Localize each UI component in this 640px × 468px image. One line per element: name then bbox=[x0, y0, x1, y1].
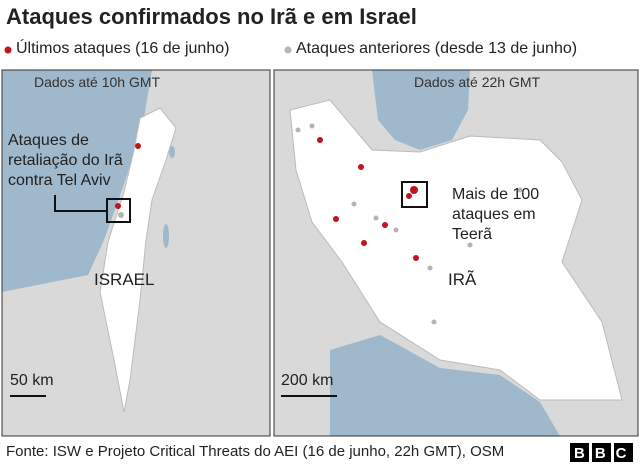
dead-sea bbox=[163, 224, 169, 248]
legend-label: Ataques anteriores (desde 13 de junho) bbox=[296, 40, 578, 57]
panel-border bbox=[1, 69, 271, 437]
logo-box bbox=[614, 443, 633, 462]
lake bbox=[169, 146, 175, 158]
panel-border bbox=[273, 69, 639, 437]
legend-label: Últimos ataques (16 de junho) bbox=[16, 40, 230, 57]
earlier-attack bbox=[393, 227, 399, 233]
highlight-box bbox=[401, 181, 428, 208]
earlier-attack bbox=[118, 212, 124, 218]
recent-attack bbox=[135, 143, 141, 149]
earlier-attack bbox=[427, 265, 433, 271]
logo: BBC bbox=[574, 445, 637, 462]
earlier-attack bbox=[309, 123, 315, 129]
earlier-attack bbox=[431, 319, 437, 325]
leader-line bbox=[54, 195, 107, 212]
caspian-sea bbox=[372, 70, 470, 150]
legend-dot bbox=[4, 46, 12, 54]
source: Fonte: ISW e Projeto Critical Threats do… bbox=[6, 443, 505, 460]
title: Ataques confirmados no Irã e em Israel bbox=[6, 4, 417, 29]
legend-dot bbox=[284, 46, 292, 54]
scale-label: 50 km bbox=[10, 372, 54, 389]
country-label: ISRAEL bbox=[94, 270, 155, 289]
scale-label: 200 km bbox=[281, 372, 334, 389]
earlier-attack bbox=[351, 201, 357, 207]
timestamp: Dados até 10h GMT bbox=[34, 74, 161, 90]
annotation: Mais de 100 ataques em Teerã bbox=[452, 186, 540, 243]
recent-attack bbox=[333, 216, 339, 222]
timestamp: Dados até 22h GMT bbox=[414, 74, 541, 90]
iran-map bbox=[273, 69, 639, 437]
earlier-attack bbox=[295, 127, 301, 133]
recent-attack bbox=[382, 222, 388, 228]
recent-attack bbox=[115, 203, 121, 209]
recent-attack bbox=[361, 240, 367, 246]
recent-attack bbox=[406, 193, 412, 199]
earlier-attack bbox=[517, 187, 523, 193]
logo-box bbox=[592, 443, 611, 462]
country-label: IRÃ bbox=[448, 270, 477, 289]
recent-attack bbox=[410, 186, 418, 194]
recent-attack bbox=[413, 255, 419, 261]
iran bbox=[289, 99, 623, 401]
recent-attack bbox=[317, 137, 323, 143]
annotation: Ataques de retaliação do Irã contra Tel … bbox=[8, 132, 123, 189]
recent-attack bbox=[358, 164, 364, 170]
sea bbox=[2, 70, 152, 292]
gulf bbox=[330, 335, 560, 436]
earlier-attack bbox=[373, 215, 379, 221]
logo-box bbox=[570, 443, 589, 462]
earlier-attack bbox=[467, 242, 473, 248]
israel-map bbox=[1, 69, 271, 437]
